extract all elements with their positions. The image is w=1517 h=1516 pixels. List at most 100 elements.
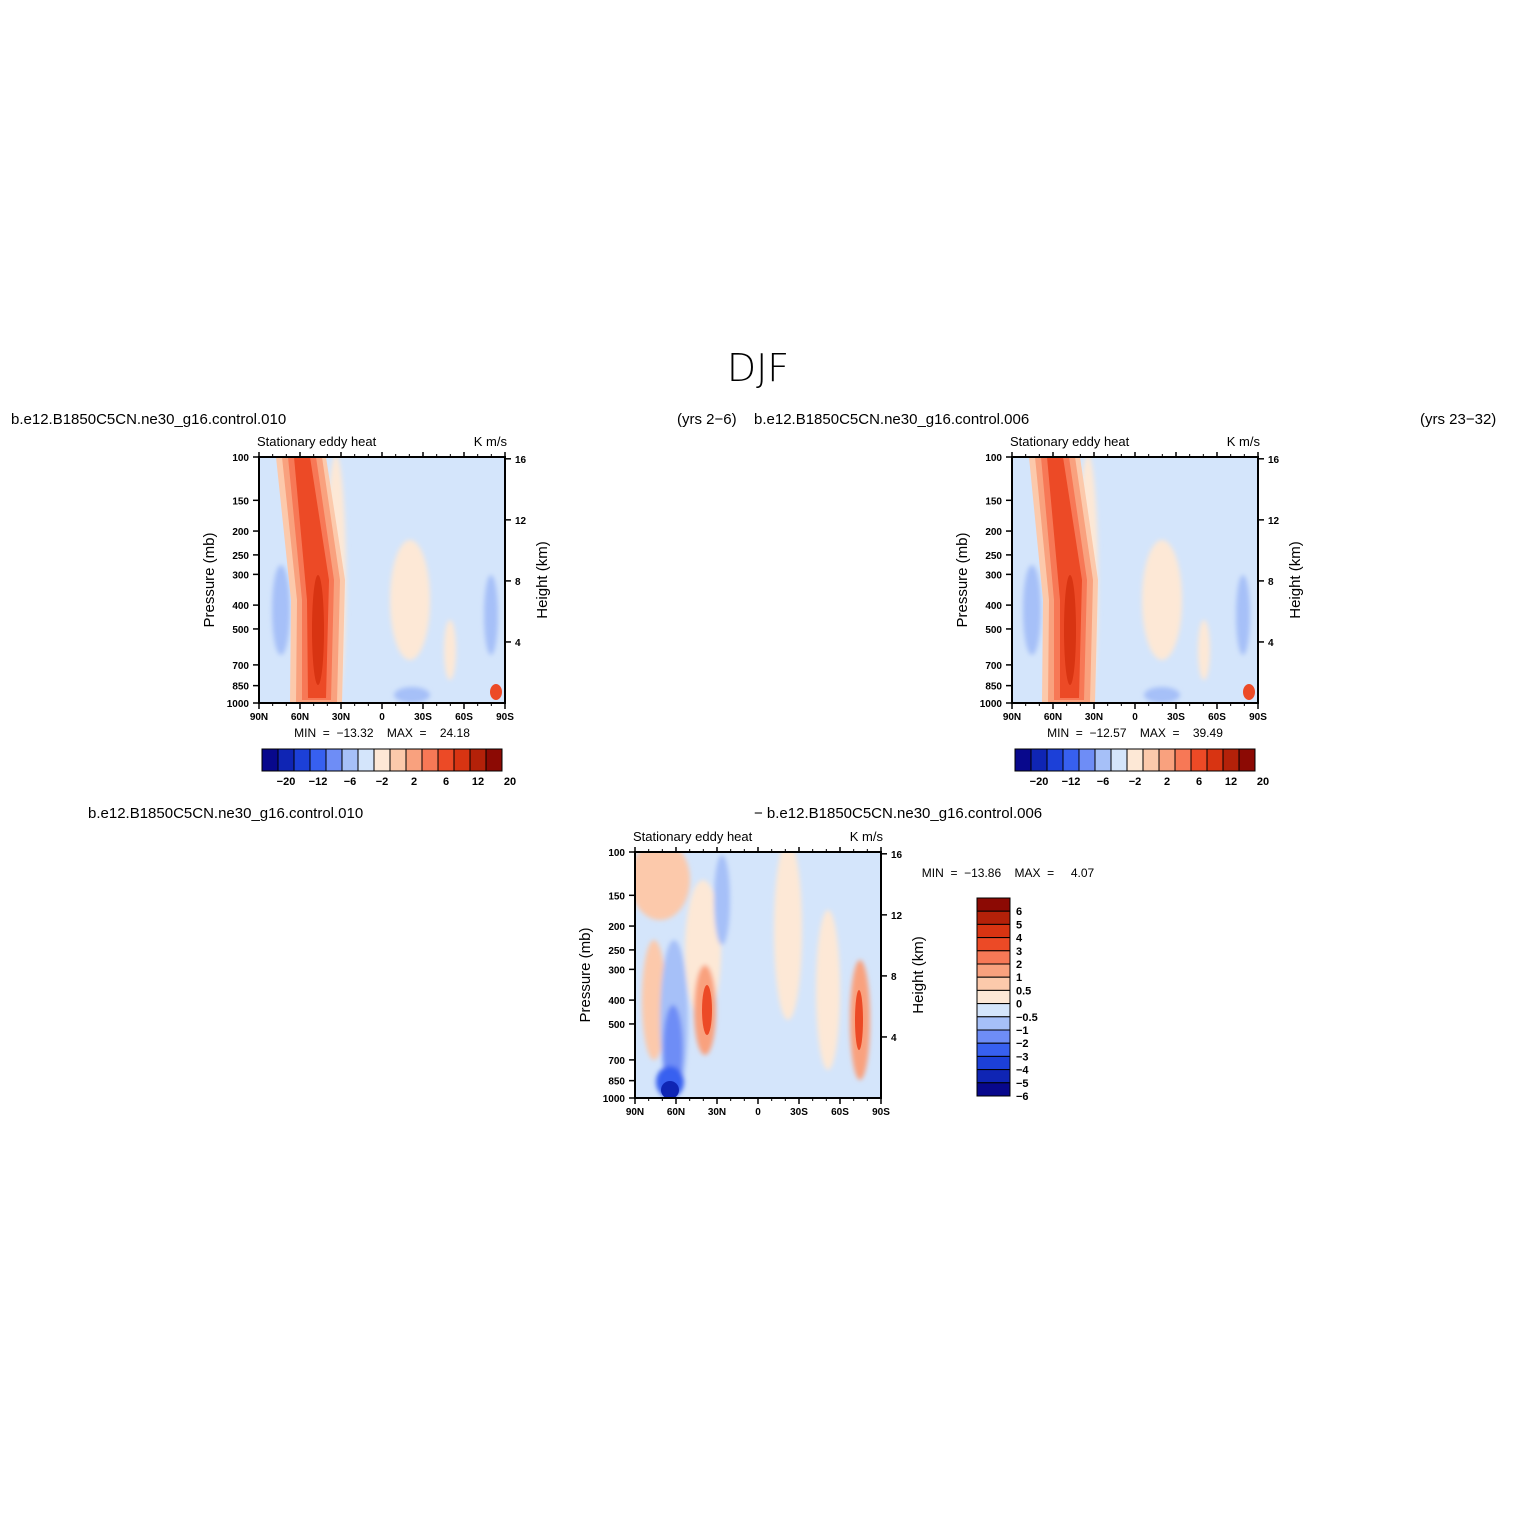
panel-1-pos-blob — [390, 540, 430, 660]
colorbar-swatch — [389, 748, 407, 772]
x-tick-label: 60N — [1044, 712, 1062, 723]
panel-2-right-title: (yrs 23−32) — [1420, 411, 1496, 428]
y2-tick-label: 16 — [891, 850, 903, 861]
colorbar-swatch — [976, 1042, 1011, 1057]
y-axis-right-label: Height (km) — [534, 541, 551, 619]
x-tick-label: 90S — [872, 1107, 890, 1118]
panel-2-stats: MIN = −12.57 MAX = 39.49 — [1047, 726, 1223, 740]
y-tick-label: 200 — [608, 922, 625, 933]
y-tick-label: 850 — [232, 682, 249, 693]
panel-3-pos-core — [855, 990, 863, 1050]
colorbar-swatch — [373, 748, 391, 772]
panel-3-units: K m/s — [850, 829, 884, 844]
panel-2-left-title: b.e12.B1850C5CN.ne30_g16.control.006 — [754, 411, 1029, 428]
colorbar-swatch — [405, 748, 423, 772]
colorbar-label: 4 — [1016, 933, 1023, 945]
panel-1-pole-blob — [490, 684, 502, 700]
colorbar-label: −2 — [1016, 1038, 1029, 1050]
panel-1-neg-blob — [484, 575, 498, 655]
y-tick-label: 150 — [985, 496, 1002, 507]
y-tick-label: 300 — [232, 570, 249, 581]
figure-title: DJF — [727, 346, 789, 390]
panel-2-jet-core — [1064, 575, 1076, 685]
y-tick-label: 400 — [608, 996, 625, 1007]
y-tick-label: 700 — [985, 661, 1002, 672]
colorbar-swatch — [469, 748, 487, 772]
panel-2-neg-blob — [1236, 575, 1250, 655]
colorbar-swatch — [485, 748, 503, 772]
colorbar-swatch — [976, 937, 1011, 952]
colorbar-swatch — [1046, 748, 1064, 772]
x-tick-label: 60N — [667, 1107, 685, 1118]
colorbar-label: −12 — [309, 776, 328, 788]
panel-1-neg-blob — [394, 687, 430, 703]
x-tick-label: 90S — [496, 712, 514, 723]
panel-2-neg-blob — [1023, 565, 1041, 655]
panel-1-right-title: (yrs 2−6) — [677, 411, 737, 428]
colorbar-swatch — [976, 976, 1011, 991]
panel-3-pos-blob — [642, 940, 666, 1060]
colorbar-swatch — [976, 989, 1011, 1005]
panel-3-neg-blob — [714, 855, 730, 945]
colorbar-swatch — [976, 923, 1011, 939]
y-axis-right-label: Height (km) — [1287, 541, 1304, 619]
y-tick-label: 250 — [608, 946, 625, 957]
panel-3-right-title: − b.e12.B1850C5CN.ne30_g16.control.006 — [754, 805, 1042, 822]
colorbar-swatch — [976, 950, 1011, 965]
colorbar-swatch — [976, 910, 1011, 925]
y-tick-label: 700 — [232, 661, 249, 672]
y-tick-label: 400 — [232, 601, 249, 612]
y-tick-label: 400 — [985, 601, 1002, 612]
x-tick-label: 0 — [1132, 712, 1138, 723]
colorbar-swatch — [976, 1069, 1011, 1084]
y2-tick-label: 16 — [515, 455, 527, 466]
colorbar-swatch — [1110, 748, 1128, 772]
panel-3-min-core — [661, 1081, 679, 1098]
colorbar-swatch — [1174, 748, 1192, 772]
y-tick-label: 1000 — [980, 699, 1003, 710]
panel-1-subtitle: Stationary eddy heat — [257, 434, 377, 449]
panel-3-pos-blob — [816, 910, 840, 1070]
x-tick-label: 0 — [379, 712, 385, 723]
colorbar-swatch — [357, 748, 375, 772]
colorbar-label: 2 — [1164, 776, 1170, 788]
x-tick-label: 30N — [1085, 712, 1103, 723]
panel-1-neg-blob — [272, 565, 290, 655]
y-tick-label: 1000 — [227, 699, 250, 710]
panel-3-pos-blob — [635, 852, 690, 920]
panel-1-units: K m/s — [474, 434, 508, 449]
y-tick-label: 100 — [608, 848, 625, 859]
panel-1-stats: MIN = −13.32 MAX = 24.18 — [294, 726, 470, 740]
panel-3-left-title: b.e12.B1850C5CN.ne30_g16.control.010 — [88, 805, 363, 822]
y2-tick-label: 12 — [891, 911, 903, 922]
colorbar-label: 12 — [1225, 776, 1237, 788]
y2-tick-label: 8 — [515, 577, 521, 588]
panel-1-jet-core — [312, 575, 324, 685]
x-tick-label: 0 — [755, 1107, 761, 1118]
y-tick-label: 100 — [232, 453, 249, 464]
colorbar-label: −2 — [1129, 776, 1142, 788]
colorbar-label: −3 — [1016, 1051, 1029, 1063]
colorbar-label: −6 — [1016, 1091, 1029, 1103]
colorbar-label: −6 — [344, 776, 357, 788]
colorbar-swatch — [976, 1029, 1011, 1044]
colorbar-label: −2 — [376, 776, 389, 788]
colorbar-swatch — [1062, 748, 1080, 772]
y-tick-label: 1000 — [603, 1094, 626, 1105]
x-tick-label: 90S — [1249, 712, 1267, 723]
x-tick-label: 90N — [250, 712, 268, 723]
y2-tick-label: 8 — [891, 972, 897, 983]
y-tick-label: 850 — [985, 682, 1002, 693]
colorbar-swatch — [325, 748, 343, 772]
panel-1-pos-blob — [444, 620, 456, 680]
colorbar-swatch — [453, 748, 471, 772]
colorbar-swatch — [1222, 748, 1240, 772]
colorbar-label: 6 — [443, 776, 449, 788]
y2-tick-label: 4 — [891, 1033, 897, 1044]
colorbar-swatch — [976, 897, 1011, 912]
colorbar-label: 0 — [1016, 999, 1022, 1011]
colorbar-swatch — [261, 748, 279, 772]
colorbar-swatch — [437, 748, 455, 772]
